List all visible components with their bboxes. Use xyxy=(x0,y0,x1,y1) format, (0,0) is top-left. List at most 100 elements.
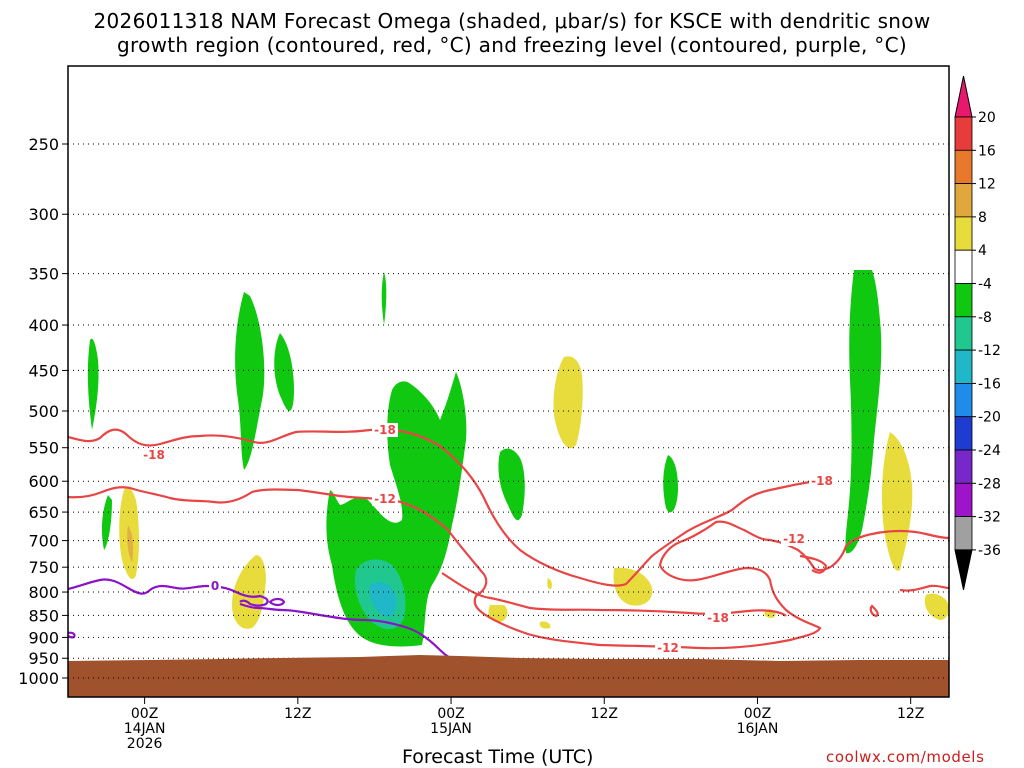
contour-label-minus18: -18 xyxy=(374,423,396,437)
dgz-contour-minus12 xyxy=(799,554,828,574)
ytick-label-800: 800 xyxy=(28,583,59,602)
chart-title-line-1: 2026011318 NAM Forecast Omega (shaded, μ… xyxy=(93,9,931,33)
contour-label-minus18: -18 xyxy=(707,611,729,625)
colorbar: 20 16 12 8 4 -4 -8 -12 -16 -20 -24 -28 -32 -36 xyxy=(954,75,1001,591)
contour-label-minus12: -12 xyxy=(783,532,805,546)
colorbar-segment xyxy=(954,449,973,484)
descent-region xyxy=(547,578,552,590)
ytick-label-650: 650 xyxy=(28,503,59,522)
ytick-label-550: 550 xyxy=(28,439,59,458)
omega-shading xyxy=(87,270,949,647)
contour-label-bg xyxy=(781,532,807,546)
ytick-label-700: 700 xyxy=(28,532,59,551)
contour-label-bg xyxy=(705,611,731,625)
colorbar-label: 20 xyxy=(978,110,996,126)
contour-label-minus18: -18 xyxy=(811,474,833,488)
contour-label-bg xyxy=(209,579,221,593)
descent-region xyxy=(553,356,583,449)
colorbar-label: 4 xyxy=(978,243,987,259)
colorbar-label: 12 xyxy=(978,177,996,193)
colorbar-label: -36 xyxy=(978,543,1001,559)
colorbar-segment xyxy=(954,316,973,351)
colorbar-segment xyxy=(954,216,973,251)
ytick-label-400: 400 xyxy=(28,316,59,335)
ytick-label-500: 500 xyxy=(28,402,59,421)
descent-region xyxy=(882,432,913,571)
contour-label-bg xyxy=(372,423,398,437)
freezing-level-contour xyxy=(68,578,461,664)
xtick-label: 12Z xyxy=(284,706,311,722)
ytick-label-750: 750 xyxy=(28,558,59,577)
terrain-ground xyxy=(68,655,949,697)
colorbar-bottom-arrow xyxy=(954,549,973,591)
xtick-label: 00Z xyxy=(437,706,464,722)
colorbar-segment xyxy=(954,416,973,451)
colorbar-segment xyxy=(954,516,973,551)
plot-frame xyxy=(67,65,950,698)
ytick-label-600: 600 xyxy=(28,472,59,491)
colorbar-label: 16 xyxy=(978,143,996,159)
dgz-contours xyxy=(68,428,949,650)
colorbar-segment xyxy=(954,183,973,218)
chart-title-line-2: growth region (contoured, red, °C) and f… xyxy=(117,33,907,57)
ytick-label-350: 350 xyxy=(28,265,59,284)
dgz-contour-minus18 xyxy=(68,428,821,587)
strongest-ascent-region xyxy=(369,582,397,617)
ytick-label-300: 300 xyxy=(28,205,59,224)
colorbar-segment xyxy=(954,283,973,318)
colorbar-segment xyxy=(954,149,973,185)
descent-region xyxy=(924,593,949,620)
colorbar-label: -16 xyxy=(978,376,1001,392)
xtick-label: 12Z xyxy=(591,706,618,722)
plot-area xyxy=(68,66,949,697)
strong-descent-region xyxy=(127,525,134,562)
credit-link[interactable]: coolwx.com/models xyxy=(826,748,985,766)
contour-label-bg xyxy=(809,474,835,488)
ascent-region xyxy=(101,495,112,550)
contour-label-bg xyxy=(372,492,398,506)
contour-labels: -18 -18 -12 -18 -12 -18 -12 0 xyxy=(141,423,835,655)
contour-label-bg xyxy=(141,448,167,462)
xtick-label: 16JAN xyxy=(737,721,779,737)
descent-region xyxy=(539,621,551,629)
ytick-label-900: 900 xyxy=(28,628,59,647)
ascent-region xyxy=(381,272,387,325)
colorbar-segment xyxy=(954,249,973,284)
xtick-label: 14JAN xyxy=(124,721,166,737)
ytick-label-450: 450 xyxy=(28,361,59,380)
ascent-region xyxy=(498,448,525,521)
colorbar-segment xyxy=(954,382,973,418)
ytick-label-250: 250 xyxy=(28,135,59,154)
ascent-region xyxy=(663,455,678,513)
colorbar-label: -8 xyxy=(978,310,992,326)
colorbar-segment xyxy=(954,482,973,517)
contour-label-zero: 0 xyxy=(211,579,219,593)
dgz-contour-minus18 xyxy=(869,604,879,618)
ascent-region xyxy=(87,338,99,430)
colorbar-label: -12 xyxy=(978,343,1001,359)
ascent-region xyxy=(274,333,294,411)
contour-label-bg xyxy=(655,641,681,655)
xtick-label: 00Z xyxy=(744,706,771,722)
freezing-contour-0 xyxy=(268,597,286,607)
ascent-region xyxy=(235,292,265,470)
colorbar-label: -20 xyxy=(978,410,1001,426)
y-axis-ticks: 250 300 350 400 450 500 550 600 650 700 750 800 850 9… xyxy=(18,135,68,688)
colorbar-segment xyxy=(954,349,973,384)
colorbar-top-arrow xyxy=(954,75,973,118)
contour-label-minus12: -12 xyxy=(657,641,679,655)
freezing-contour-0 xyxy=(68,578,461,664)
ytick-label-850: 850 xyxy=(28,606,59,625)
descent-region xyxy=(613,567,653,606)
ytick-label-950: 950 xyxy=(28,649,59,668)
colorbar-label: -28 xyxy=(978,476,1001,492)
descent-region xyxy=(488,605,508,623)
xtick-label: 2026 xyxy=(127,736,163,752)
contour-label-minus18: -18 xyxy=(143,448,165,462)
ascent-region xyxy=(845,270,882,554)
colorbar-label: 8 xyxy=(978,210,987,226)
colorbar-label: -4 xyxy=(978,277,992,293)
colorbar-label: -32 xyxy=(978,510,1001,526)
